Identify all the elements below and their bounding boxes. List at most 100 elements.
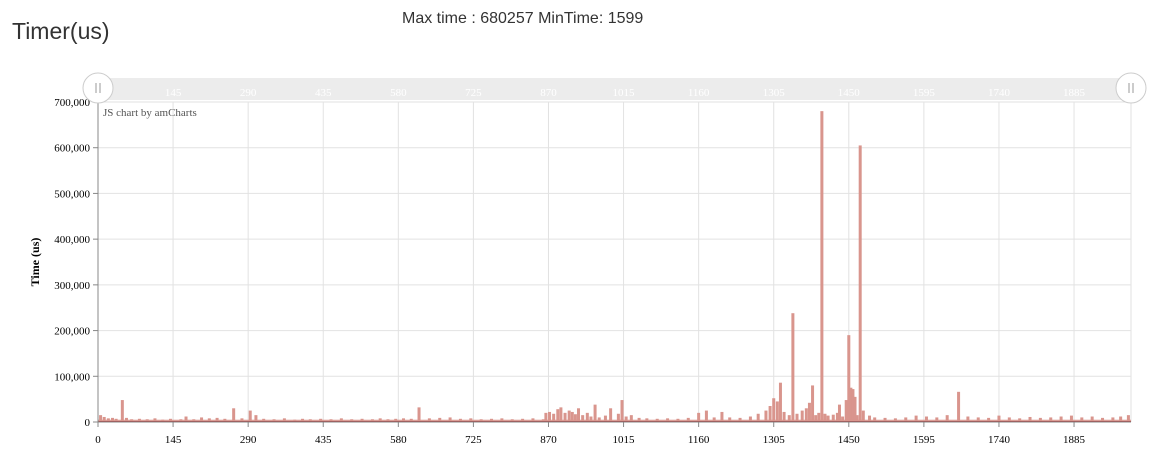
- x-tick-label: 870: [540, 434, 557, 446]
- grip-lines-icon: [95, 83, 101, 93]
- data-bar: [849, 387, 853, 422]
- scrollbar-label: 1305: [763, 87, 786, 99]
- x-tick-label: 1595: [913, 434, 936, 446]
- scrollbar-track[interactable]: [98, 78, 1131, 100]
- data-bar: [609, 408, 613, 422]
- data-bar: [775, 401, 779, 422]
- x-axis-ticks: 0 145 290 435 580 725 870 1015 1160 1305 1450 1595 1…: [95, 422, 1086, 446]
- y-axis-title: Time (us): [28, 238, 42, 287]
- data-bar: [1069, 415, 1073, 422]
- data-bar: [120, 400, 124, 422]
- chart-scrollbar[interactable]: 145 290 435 580 725 870 1015 1160 1305 1450 1595 17…: [98, 78, 1131, 100]
- data-bar: [704, 410, 708, 422]
- data-bar: [556, 409, 560, 422]
- noise-band: [98, 419, 1131, 422]
- data-bar: [817, 412, 821, 422]
- data-bar: [782, 411, 786, 422]
- x-tick-label: 1160: [688, 434, 710, 446]
- chart-credit: JS chart by amCharts: [103, 107, 197, 119]
- data-bar: [811, 385, 815, 422]
- data-bar: [563, 412, 567, 422]
- scrollbar-label: 580: [390, 87, 407, 99]
- data-bar: [966, 416, 970, 422]
- data-bar: [1126, 415, 1130, 422]
- data-bar: [820, 111, 824, 423]
- data-bar: [787, 415, 791, 422]
- data-bar: [573, 414, 577, 422]
- data-bar: [795, 413, 799, 422]
- y-tick-label: 500,000: [54, 188, 90, 200]
- x-tick-label: 290: [240, 434, 257, 446]
- y-tick-label: 600,000: [54, 143, 90, 155]
- data-bar: [807, 402, 811, 422]
- data-bar: [997, 415, 1001, 422]
- scrollbar-label: 145: [165, 87, 182, 99]
- data-bar: [620, 400, 624, 422]
- scrollbar-label: 1160: [688, 87, 710, 99]
- y-tick-label: 400,000: [54, 234, 90, 246]
- scrollbar-right-handle[interactable]: [1115, 72, 1147, 104]
- chart-bars: [98, 111, 1131, 423]
- data-bar: [1090, 416, 1094, 422]
- y-tick-label: 200,000: [54, 326, 90, 338]
- data-bar: [778, 382, 782, 422]
- data-bar: [102, 416, 106, 422]
- x-tick-label: 1885: [1063, 434, 1086, 446]
- data-bar: [417, 407, 421, 422]
- data-bar: [99, 415, 103, 422]
- data-bar: [570, 411, 574, 422]
- scrollbar-label: 1740: [988, 87, 1011, 99]
- data-bar: [831, 414, 835, 422]
- time-stats-text: Max time : 680257 MinTime: 1599: [402, 10, 644, 27]
- data-bar: [914, 415, 918, 422]
- data-bar: [629, 415, 633, 422]
- scrollbar-labels: 145 290 435 580 725 870 1015 1160 1305 1450 1595 17…: [165, 87, 1086, 99]
- data-bar: [924, 416, 928, 422]
- data-bar: [184, 416, 188, 422]
- scrollbar-label: 1450: [838, 87, 861, 99]
- data-bar: [254, 415, 258, 422]
- data-bar: [697, 412, 701, 422]
- x-tick-label: 1015: [613, 434, 636, 446]
- data-bar: [616, 413, 620, 422]
- data-bar: [835, 412, 839, 422]
- data-bar: [567, 410, 571, 422]
- data-bar: [847, 335, 851, 422]
- data-bar: [593, 404, 597, 422]
- x-tick-label: 435: [315, 434, 332, 446]
- data-bar: [1028, 416, 1032, 422]
- data-bar: [624, 416, 628, 422]
- data-bar: [585, 412, 589, 422]
- data-bar: [851, 389, 855, 422]
- data-bar: [957, 391, 961, 422]
- data-bar: [559, 407, 563, 422]
- data-bar: [748, 416, 752, 422]
- x-tick-label: 1305: [763, 434, 786, 446]
- x-tick-label: 725: [465, 434, 482, 446]
- scrollbar-label: 1595: [913, 87, 936, 99]
- x-tick-label: 145: [165, 434, 182, 446]
- page-title: Timer(us): [12, 18, 110, 44]
- scrollbar-left-handle[interactable]: [82, 72, 114, 104]
- y-tick-label: 100,000: [54, 371, 90, 383]
- data-bar: [764, 410, 768, 422]
- data-bar: [791, 313, 795, 422]
- data-bar: [841, 416, 845, 422]
- data-bar: [589, 416, 593, 422]
- data-bar: [861, 410, 865, 422]
- scrollbar-label: 1885: [1063, 87, 1086, 99]
- x-tick-label: 580: [390, 434, 407, 446]
- scrollbar-label: 1015: [613, 87, 636, 99]
- data-bar: [823, 413, 827, 422]
- chart-grid: [98, 101, 1132, 422]
- data-bar: [1059, 416, 1063, 422]
- data-bar: [945, 415, 949, 422]
- data-bar: [868, 415, 872, 422]
- scrollbar-label: 290: [240, 87, 257, 99]
- y-axis-ticks: 0 100,000 200,000 300,000 400,000 500,000 600,…: [54, 97, 98, 429]
- data-bar: [603, 415, 607, 422]
- data-bar: [232, 408, 236, 422]
- data-bar: [548, 411, 552, 422]
- x-tick-label: 1450: [838, 434, 861, 446]
